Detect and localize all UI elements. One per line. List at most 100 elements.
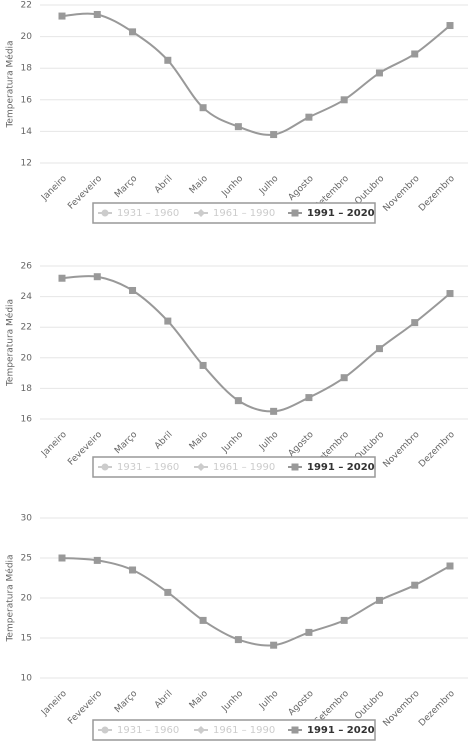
point-marker [93,273,101,281]
y-tick-label: 16 [21,95,33,105]
legend-item[interactable]: 1931 – 1960 [98,208,179,219]
x-tick-label: Março [113,688,140,715]
legend-symbol [101,726,109,734]
y-tick-label: 26 [21,262,33,272]
legend-box [92,456,376,478]
legend-label: 1931 – 1960 [117,208,179,219]
legend-box [92,719,376,741]
y-tick-label: 20 [21,32,33,42]
x-tick-label: Julho [257,688,281,712]
legend-box [92,202,376,224]
x-tick-label: Maio [188,688,210,710]
y-tick-label: 30 [21,514,33,524]
x-tick-label: Outubro [353,688,386,721]
point-marker [129,28,137,36]
x-tick-label: Dezembro [417,688,457,728]
legend-label: 1991 – 2020 [307,208,375,219]
x-tick-label: Janeiro [39,688,69,718]
legend-symbol [291,463,299,471]
legend-symbol [101,209,109,217]
legend-item[interactable]: 1991 – 2020 [288,208,375,219]
y-tick-label: 20 [21,353,33,363]
y-tick-label: 25 [21,554,32,564]
legend-item[interactable]: 1931 – 1960 [98,462,179,473]
point-marker [93,10,101,18]
x-tick-label: Janeiro [39,429,69,459]
series-line [61,557,451,647]
legend: 1931 – 1960 1961 – 1990 1991 – 2020 [92,456,376,478]
x-tick-label: Novembro [382,429,422,469]
point-marker [270,641,278,649]
legend-symbol [197,726,205,734]
x-tick-label: Novembro [382,688,422,728]
y-tick-label: 18 [21,384,33,394]
legend-item[interactable]: 1931 – 1960 [98,725,179,736]
x-tick-label: Março [113,429,140,456]
point-marker [446,562,454,570]
point-marker [234,397,242,405]
y-axis-label: Temperatura Média [5,299,16,387]
x-tick-label: Novembro [382,173,422,213]
y-tick-label: 24 [21,292,33,302]
x-tick-label: Abril [153,689,175,711]
point-marker [270,131,278,139]
y-tick-label: 12 [21,159,32,169]
point-marker [340,96,348,104]
point-marker [164,56,172,64]
x-tick-label: Janeiro [39,173,69,203]
legend-item[interactable]: 1961 – 1990 [194,725,275,736]
y-axis-label: Temperatura Média [5,40,16,128]
legend-item[interactable]: 1961 – 1990 [194,462,275,473]
x-tick-label: Dezembro [417,429,457,469]
point-marker [199,616,207,624]
y-tick-label: 14 [21,127,33,137]
point-marker [411,50,419,58]
legend-label: 1991 – 2020 [307,462,375,473]
legend-label: 1961 – 1990 [213,208,275,219]
legend-label: 1961 – 1990 [213,725,275,736]
point-marker [199,361,207,369]
point-marker [446,22,454,30]
x-tick-label: Junho [220,173,246,199]
point-marker [234,123,242,131]
legend-label: 1931 – 1960 [117,462,179,473]
point-marker [58,554,66,562]
point-marker [58,12,66,20]
point-marker [129,286,137,294]
legend: 1931 – 1960 1961 – 1990 1991 – 2020 [92,719,376,741]
point-marker [58,274,66,282]
point-marker [375,596,383,604]
y-tick-label: 20 [21,594,33,604]
point-marker [411,319,419,327]
x-tick-label: Março [113,173,140,200]
y-tick-label: 22 [21,1,32,11]
legend-item[interactable]: 1961 – 1990 [194,208,275,219]
x-tick-label: Junho [220,429,246,455]
x-tick-label: Junho [220,688,246,714]
point-marker [234,636,242,644]
x-tick-label: Agosto [287,173,316,202]
legend-symbol [291,726,299,734]
x-tick-label: Abril [153,174,175,196]
y-tick-label: 10 [21,674,33,684]
y-tick-label: 18 [21,64,33,74]
point-marker [270,407,278,415]
x-tick-label: Julho [257,173,281,197]
point-marker [375,345,383,353]
legend-symbol [197,209,205,217]
y-axis-label: Temperatura Média [5,554,16,642]
legend-symbol [197,463,205,471]
point-marker [129,566,137,574]
point-marker [340,374,348,382]
legend: 1931 – 1960 1961 – 1990 1991 – 2020 [92,202,376,224]
point-marker [305,628,313,636]
point-marker [446,290,454,298]
x-tick-label: Agosto [287,429,316,458]
legend-item[interactable]: 1991 – 2020 [288,725,375,736]
x-tick-label: Julho [257,429,281,453]
point-marker [199,104,207,112]
legend-item[interactable]: 1991 – 2020 [288,462,375,473]
